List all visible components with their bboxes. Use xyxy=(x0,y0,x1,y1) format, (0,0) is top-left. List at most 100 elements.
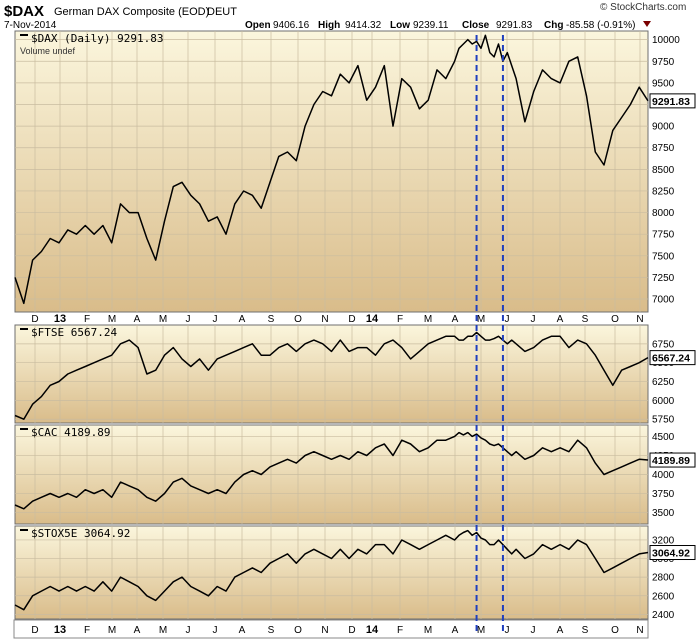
x-tick-label: J xyxy=(186,314,191,325)
panel-title: $STOX5E 3064.92 xyxy=(31,527,130,540)
x-tick-label: A xyxy=(134,314,141,325)
y-tick-label: 10000 xyxy=(652,35,680,46)
panel-background xyxy=(14,324,649,424)
x-tick-label: N xyxy=(636,314,643,325)
last-value-text: 9291.83 xyxy=(652,96,690,108)
last-value-box xyxy=(649,545,696,561)
x-tick-label: O xyxy=(294,625,302,636)
date-label: 7-Nov-2014 xyxy=(4,20,57,31)
legend-swatch xyxy=(20,428,28,430)
x-tick-label: N xyxy=(636,625,643,636)
x-tick-label: F xyxy=(84,625,90,636)
panel-background xyxy=(14,30,649,313)
last-value-badge: 4189.89 xyxy=(649,452,696,468)
y-tick-label: 8000 xyxy=(652,208,675,219)
panel-title: $CAC 4189.89 xyxy=(31,426,110,439)
last-value-box xyxy=(649,350,696,366)
close-label: Close xyxy=(462,20,490,31)
y-tick-label: 2400 xyxy=(652,610,675,621)
x-tick-label: S xyxy=(268,625,275,636)
x-tick-label: 13 xyxy=(54,313,66,325)
x-tick-label: S xyxy=(582,314,589,325)
series-line xyxy=(14,431,649,510)
low-value: 9239.11 xyxy=(413,20,449,31)
x-tick-label: M xyxy=(159,314,167,325)
series-line xyxy=(14,34,649,305)
last-value-badge: 3064.92 xyxy=(649,545,696,561)
last-value-badge: 6567.24 xyxy=(649,350,696,366)
y-tick-label: 9500 xyxy=(652,78,675,89)
panel-title: $FTSE 6567.24 xyxy=(31,326,117,339)
last-value-box xyxy=(649,452,696,468)
y-tick-label: 7500 xyxy=(652,251,675,262)
x-tick-label: M xyxy=(108,625,116,636)
exchange-label: DEUT xyxy=(207,6,237,18)
x-tick-label: 14 xyxy=(366,313,379,325)
chg-label: Chg xyxy=(544,20,563,31)
low-label: Low xyxy=(390,20,410,31)
y-tick-label: 7750 xyxy=(652,230,675,241)
high-label: High xyxy=(318,20,340,31)
y-tick-label: 3500 xyxy=(652,508,675,519)
x-tick-label: M xyxy=(424,625,432,636)
symbol-title: $DAX xyxy=(4,3,44,20)
y-tick-label: 8250 xyxy=(652,186,675,197)
last-value-text: 6567.24 xyxy=(652,353,690,365)
y-tick-label: 4500 xyxy=(652,432,675,443)
x-tick-label: O xyxy=(294,314,302,325)
high-value: 9414.32 xyxy=(345,20,382,31)
x-tick-label: D xyxy=(31,314,38,325)
panels: 7000725075007750800082508500875090009250… xyxy=(14,30,696,621)
down-arrow-icon xyxy=(643,21,651,27)
open-value: 9406.16 xyxy=(273,20,310,31)
x-tick-label: J xyxy=(531,314,536,325)
panel-background xyxy=(14,525,649,620)
x-tick-label: D xyxy=(348,625,355,636)
time-axis: D 13 F M A M J J A S O N D 14 F M A M J J A S O N D 13 F M A M J J A S O N D… xyxy=(31,313,643,636)
x-tick-label: S xyxy=(582,625,589,636)
last-value-badge: 9291.83 xyxy=(649,93,696,109)
x-tick-label: O xyxy=(611,625,619,636)
x-tick-label: F xyxy=(84,314,90,325)
x-tick-label: A xyxy=(452,625,459,636)
x-tick-label: J xyxy=(186,625,191,636)
y-tick-label: 8500 xyxy=(652,165,675,176)
y-tick-label: 7000 xyxy=(652,295,675,306)
x-tick-label: A xyxy=(239,314,246,325)
x-tick-label: M xyxy=(424,314,432,325)
x-tick-label: N xyxy=(321,625,328,636)
panel-0: 7000725075007750800082508500875090009250… xyxy=(14,30,696,313)
y-tick-label: 6000 xyxy=(652,396,675,407)
series-line xyxy=(14,331,649,420)
x-tick-label: J xyxy=(505,314,510,325)
x-tick-label: J xyxy=(213,314,218,325)
x-tick-label: M xyxy=(108,314,116,325)
legend-swatch xyxy=(20,328,28,330)
y-tick-label: 5750 xyxy=(652,415,675,426)
y-tick-label: 4000 xyxy=(652,470,675,481)
x-tick-label: D xyxy=(31,625,38,636)
open-label: Open xyxy=(245,20,271,31)
x-tick-label: A xyxy=(134,625,141,636)
x-tick-label: A xyxy=(557,314,564,325)
x-tick-label: N xyxy=(321,314,328,325)
x-tick-label: S xyxy=(268,314,275,325)
legend-swatch xyxy=(20,34,28,36)
panel-title: $DAX (Daily) 9291.83 xyxy=(31,32,163,45)
y-tick-label: 9000 xyxy=(652,122,675,133)
x-tick-label: M xyxy=(159,625,167,636)
y-tick-label: 2600 xyxy=(652,591,675,602)
x-tick-label: F xyxy=(397,625,403,636)
y-tick-label: 9750 xyxy=(652,57,675,68)
y-tick-label: 2800 xyxy=(652,573,675,584)
y-tick-label: 6750 xyxy=(652,339,675,350)
y-tick-label: 3750 xyxy=(652,489,675,500)
x-tick-label: J xyxy=(505,625,510,636)
watermark: © StockCharts.com xyxy=(600,2,686,13)
last-value-text: 3064.92 xyxy=(652,548,690,560)
panel-3: 24002600280030003200$STOX5E 3064.923064.… xyxy=(14,525,696,621)
